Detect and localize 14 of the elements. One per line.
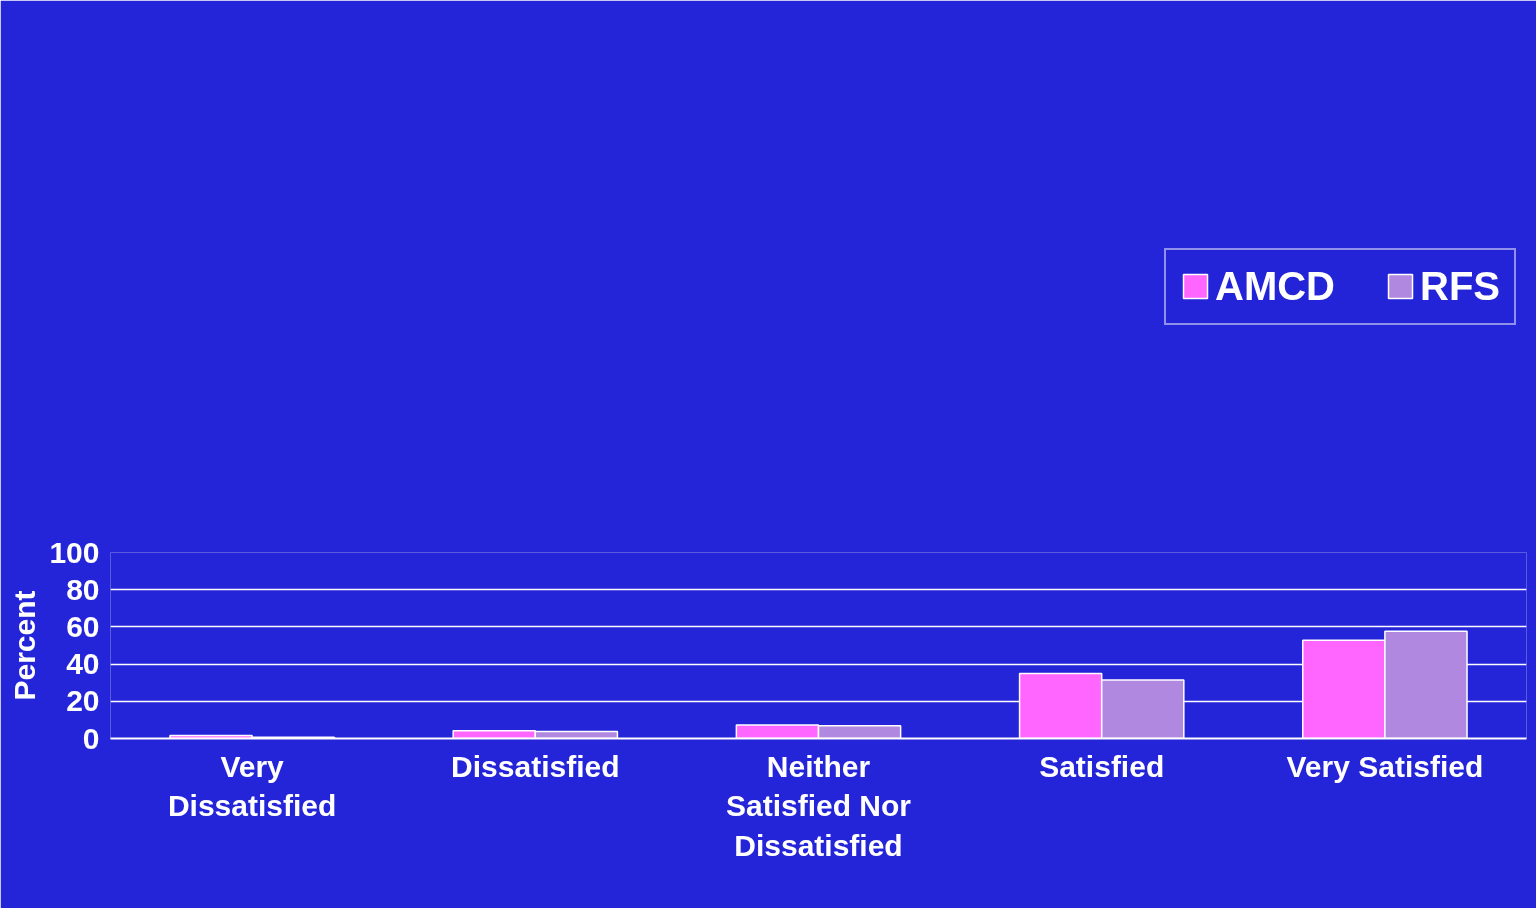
x-tick-label: Neither Satisfied Nor Dissatisfied <box>725 749 912 862</box>
y-tick-label: 60 <box>66 609 100 643</box>
y-tick-label: 100 <box>49 535 100 569</box>
y-tick-label: 80 <box>66 572 100 606</box>
y-tick-label: 0 <box>82 721 100 755</box>
x-tick-label: Very Dissatisfied <box>167 749 337 823</box>
legend-label: AMCD <box>1215 263 1335 309</box>
y-tick-label: 40 <box>66 647 100 681</box>
legend-label: RFS <box>1420 263 1500 309</box>
x-tick-label: Very Satisfied <box>1286 749 1484 783</box>
x-tick-label: Satisfied <box>1039 749 1165 783</box>
x-tick-label: Dissatisfied <box>451 749 620 783</box>
y-tick-label: 20 <box>66 684 100 718</box>
y-axis-title: Percent <box>8 590 42 701</box>
